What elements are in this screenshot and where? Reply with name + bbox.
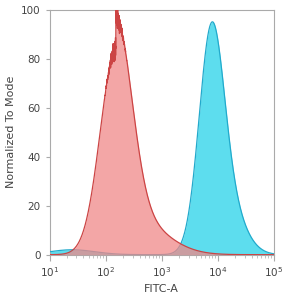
X-axis label: FITC-A: FITC-A (144, 284, 179, 294)
Y-axis label: Normalized To Mode: Normalized To Mode (5, 76, 16, 188)
